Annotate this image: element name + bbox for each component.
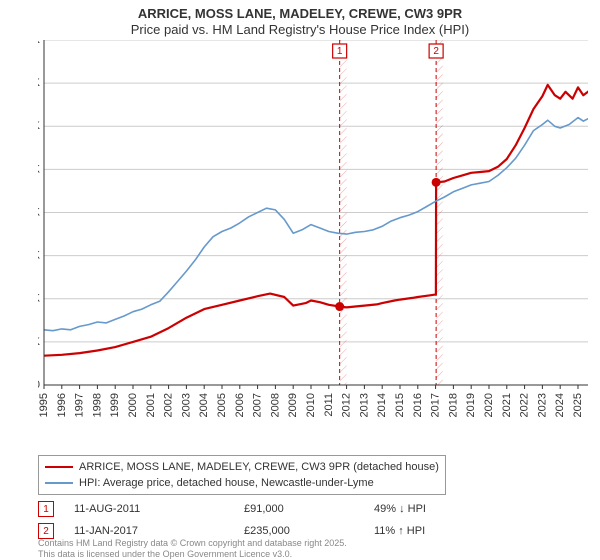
transaction-date-1: 11-AUG-2011 <box>74 503 244 515</box>
legend-label-hpi: HPI: Average price, detached house, Newc… <box>79 475 374 491</box>
svg-text:2015: 2015 <box>394 393 406 417</box>
footer-line2: This data is licensed under the Open Gov… <box>38 549 347 560</box>
svg-text:£0: £0 <box>38 379 40 391</box>
svg-text:£250K: £250K <box>38 163 41 175</box>
transaction-price-1: £91,000 <box>244 503 374 515</box>
legend-box: ARRICE, MOSS LANE, MADELEY, CREWE, CW3 9… <box>38 455 446 495</box>
svg-text:2020: 2020 <box>483 393 495 417</box>
transaction-row-1: 1 11-AUG-2011 £91,000 49% ↓ HPI <box>38 501 588 517</box>
svg-text:2013: 2013 <box>358 393 370 417</box>
svg-text:2019: 2019 <box>465 393 477 417</box>
legend-row-hpi: HPI: Average price, detached house, Newc… <box>45 475 439 491</box>
svg-text:1997: 1997 <box>74 393 86 417</box>
legend-area: ARRICE, MOSS LANE, MADELEY, CREWE, CW3 9… <box>38 455 588 539</box>
transaction-delta-2: 11% ↑ HPI <box>374 525 425 537</box>
svg-text:2003: 2003 <box>180 393 192 417</box>
svg-text:£400K: £400K <box>38 40 41 46</box>
transaction-marker-1: 1 <box>38 501 54 517</box>
svg-text:2018: 2018 <box>447 393 459 417</box>
svg-text:2006: 2006 <box>234 393 246 417</box>
transaction-delta-1: 49% ↓ HPI <box>374 503 426 515</box>
title-block: ARRICE, MOSS LANE, MADELEY, CREWE, CW3 9… <box>0 0 600 37</box>
legend-swatch-hpi <box>45 482 73 484</box>
svg-text:2012: 2012 <box>341 393 353 417</box>
svg-text:£100K: £100K <box>38 293 41 305</box>
svg-text:2011: 2011 <box>323 393 335 417</box>
svg-text:£50K: £50K <box>38 336 41 348</box>
chart-area: £0 £50K £100K £150K £200K £250K £300K £350K £400… <box>38 40 588 420</box>
svg-text:2008: 2008 <box>269 393 281 417</box>
footer-line1: Contains HM Land Registry data © Crown c… <box>38 538 347 549</box>
svg-text:2007: 2007 <box>252 393 264 417</box>
svg-text:2022: 2022 <box>519 393 531 417</box>
svg-text:2024: 2024 <box>554 393 566 417</box>
title-line2: Price paid vs. HM Land Registry's House … <box>0 22 600 38</box>
transaction-date-2: 11-JAN-2017 <box>74 525 244 537</box>
svg-text:2023: 2023 <box>536 393 548 417</box>
transaction-row-2: 2 11-JAN-2017 £235,000 11% ↑ HPI <box>38 523 588 539</box>
svg-text:1998: 1998 <box>91 393 103 417</box>
svg-text:£150K: £150K <box>38 250 41 262</box>
svg-text:2025: 2025 <box>572 393 584 417</box>
svg-text:2: 2 <box>433 46 439 57</box>
svg-text:2009: 2009 <box>287 393 299 417</box>
svg-text:2000: 2000 <box>127 393 139 417</box>
svg-text:2004: 2004 <box>198 393 210 417</box>
svg-text:2021: 2021 <box>501 393 513 417</box>
svg-text:£300K: £300K <box>38 120 41 132</box>
legend-swatch-price <box>45 466 73 468</box>
legend-label-price: ARRICE, MOSS LANE, MADELEY, CREWE, CW3 9… <box>79 459 439 475</box>
footer: Contains HM Land Registry data © Crown c… <box>38 538 347 560</box>
svg-text:1995: 1995 <box>38 393 50 417</box>
svg-text:1: 1 <box>337 46 343 57</box>
svg-text:2002: 2002 <box>163 393 175 417</box>
svg-text:2017: 2017 <box>430 393 442 417</box>
svg-text:1996: 1996 <box>56 393 68 417</box>
title-line1: ARRICE, MOSS LANE, MADELEY, CREWE, CW3 9… <box>0 6 600 22</box>
svg-text:2010: 2010 <box>305 393 317 417</box>
svg-text:£350K: £350K <box>38 77 41 89</box>
chart-svg: £0 £50K £100K £150K £200K £250K £300K £350K £400… <box>38 40 588 420</box>
chart-container: ARRICE, MOSS LANE, MADELEY, CREWE, CW3 9… <box>0 0 600 560</box>
svg-text:2016: 2016 <box>412 393 424 417</box>
svg-text:2014: 2014 <box>376 393 388 417</box>
legend-row-price: ARRICE, MOSS LANE, MADELEY, CREWE, CW3 9… <box>45 459 439 475</box>
transaction-marker-2: 2 <box>38 523 54 539</box>
transaction-price-2: £235,000 <box>244 525 374 537</box>
svg-text:1999: 1999 <box>109 393 121 417</box>
svg-text:2005: 2005 <box>216 393 228 417</box>
svg-text:£200K: £200K <box>38 206 41 218</box>
svg-text:2001: 2001 <box>145 393 157 417</box>
